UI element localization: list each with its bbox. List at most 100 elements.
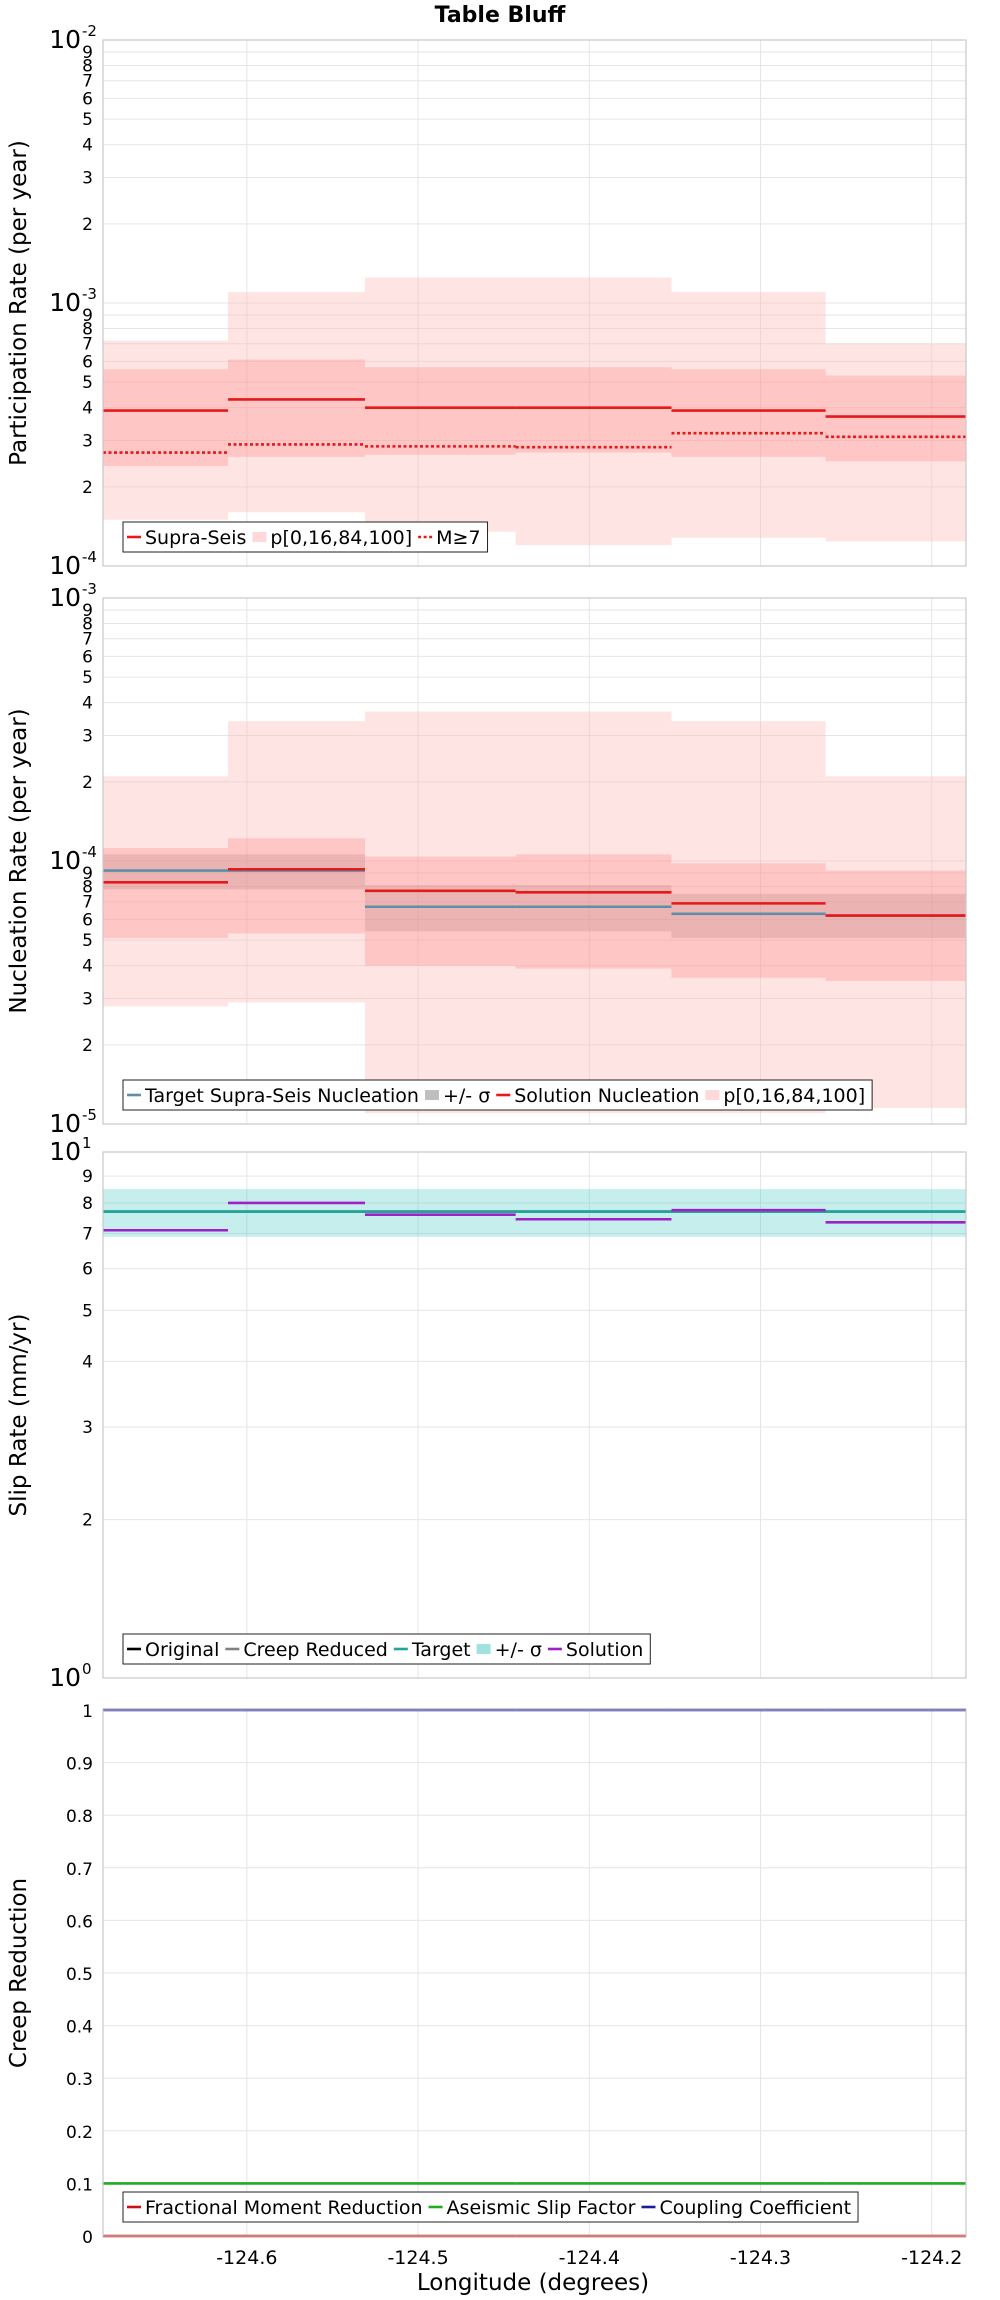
y-tick-label: 2: [82, 1511, 93, 1531]
y-tick-label: 6: [82, 352, 93, 372]
y-tick-exponent: -3: [82, 285, 97, 303]
band-segment: [227, 292, 365, 513]
y-tick-exponent: -4: [82, 843, 97, 861]
y-tick-label: 0.7: [66, 1860, 93, 1880]
figure-title: Table Bluff: [435, 3, 567, 28]
band-segment: [825, 776, 966, 1109]
y-tick-label: 3: [82, 432, 93, 452]
y-tick-label: 10: [49, 846, 81, 875]
y-tick-label: 0.2: [66, 2123, 93, 2143]
y-tick-label: 7: [82, 1224, 93, 1244]
x-tick-label: -124.2: [901, 2247, 962, 2269]
y-tick-label: 8: [82, 56, 93, 76]
y-tick-exponent: -2: [82, 22, 97, 40]
legend-label: +/- σ: [443, 1085, 490, 1107]
y-tick-label: 10: [49, 25, 81, 54]
legend-label: Solution Nucleation: [514, 1085, 699, 1107]
legend-label: M≥7: [436, 527, 480, 549]
band-segment: [103, 776, 228, 1007]
y-tick-label: 9: [82, 601, 93, 621]
legend-label: Supra-Seis: [145, 527, 246, 549]
y-tick-label: 0.4: [66, 2018, 93, 2038]
band-segment: [103, 848, 228, 938]
band-segment: [671, 369, 826, 457]
y-tick-label: 4: [82, 399, 93, 419]
legend-swatch: [476, 1644, 491, 1654]
y-tick-label: 0.9: [66, 1755, 93, 1775]
y-tick-label: 2: [82, 773, 93, 793]
y-tick-label: 6: [82, 910, 93, 930]
band-segment: [103, 340, 228, 520]
band-segment: [227, 721, 365, 1003]
y-tick-label: 5: [82, 110, 93, 130]
plot-frame: [102, 39, 967, 567]
band-segment: [364, 885, 516, 932]
y-tick-label: 0.1: [66, 2175, 93, 2195]
legend-label: Creep Reduced: [243, 1639, 387, 1661]
y-tick-label: 4: [82, 694, 93, 714]
band-segment: [825, 375, 966, 462]
y-tick-label: 9: [82, 43, 93, 63]
band-segment: [103, 369, 228, 467]
legend-label: p[0,16,84,100]: [270, 527, 412, 549]
y-tick-label: 3: [82, 990, 93, 1010]
y-tick-label: 7: [82, 630, 93, 650]
y-tick-label: 9: [82, 864, 93, 884]
y-tick-label: 5: [82, 373, 93, 393]
band-segment: [364, 856, 516, 966]
y-tick-label: 3: [82, 1418, 93, 1438]
plot-frame: [102, 1151, 967, 1679]
legend-label: Fractional Moment Reduction: [145, 2197, 423, 2219]
y-tick-label: 5: [82, 1301, 93, 1321]
y-tick-label: 8: [82, 1194, 93, 1214]
y-tick-label: 6: [82, 89, 93, 109]
band-segment: [825, 343, 966, 542]
legend-label: Target Supra-Seis Nucleation: [144, 1085, 419, 1107]
band-segment: [671, 893, 826, 938]
y-tick-exponent: -4: [82, 548, 97, 566]
legend-swatch: [705, 1090, 720, 1100]
y-tick-label: 0.8: [66, 1807, 93, 1827]
y-tick-label: 4: [82, 957, 93, 977]
legend-swatch: [424, 1090, 439, 1100]
y-tick-label: 3: [82, 169, 93, 189]
y-tick-label: 7: [82, 893, 93, 913]
y-tick-label: 8: [82, 877, 93, 897]
legend-box: [122, 2191, 859, 2223]
y-tick-label: 7: [82, 72, 93, 92]
legend: Supra-Seis p[0,16,84,100] M≥7: [122, 521, 489, 553]
y-axis-label: Nucleation Rate (per year): [6, 708, 32, 1013]
y-tick-label: 4: [82, 1352, 93, 1372]
y-tick-label: 8: [82, 319, 93, 339]
band-segment: [227, 838, 365, 934]
x-tick-label: -124.3: [730, 2247, 791, 2269]
y-tick-label: 2: [82, 1036, 93, 1056]
band-segment: [671, 721, 826, 1114]
band-segment: [364, 277, 516, 532]
x-axis-label: Longitude (degrees): [417, 2270, 649, 2296]
legend-label: +/- σ: [495, 1639, 542, 1661]
y-tick-label: 10: [49, 288, 81, 317]
y-tick-label: 10: [49, 1137, 81, 1166]
y-tick-label: 2: [82, 215, 93, 235]
x-tick-label: -124.4: [559, 2247, 620, 2269]
band-segment: [515, 854, 672, 969]
band-segment: [825, 870, 966, 981]
y-tick-label: 1: [82, 1702, 93, 1722]
y-tick-exponent: -5: [82, 1106, 97, 1124]
y-tick-label: 0.6: [66, 1912, 93, 1932]
y-tick-label: 9: [82, 306, 93, 326]
legend: Target Supra-Seis Nucleation +/- σ Solutio…: [122, 1079, 873, 1111]
band-segment: [364, 711, 516, 1114]
legend-label: Target: [411, 1639, 471, 1661]
y-tick-label: 8: [82, 614, 93, 634]
y-tick-label: 4: [82, 136, 93, 156]
band-segment: [227, 359, 365, 457]
band-segment: [515, 711, 672, 1114]
x-tick-label: -124.6: [216, 2247, 277, 2269]
legend-label: p[0,16,84,100]: [723, 1085, 865, 1107]
y-axis-label: Participation Rate (per year): [6, 140, 32, 466]
